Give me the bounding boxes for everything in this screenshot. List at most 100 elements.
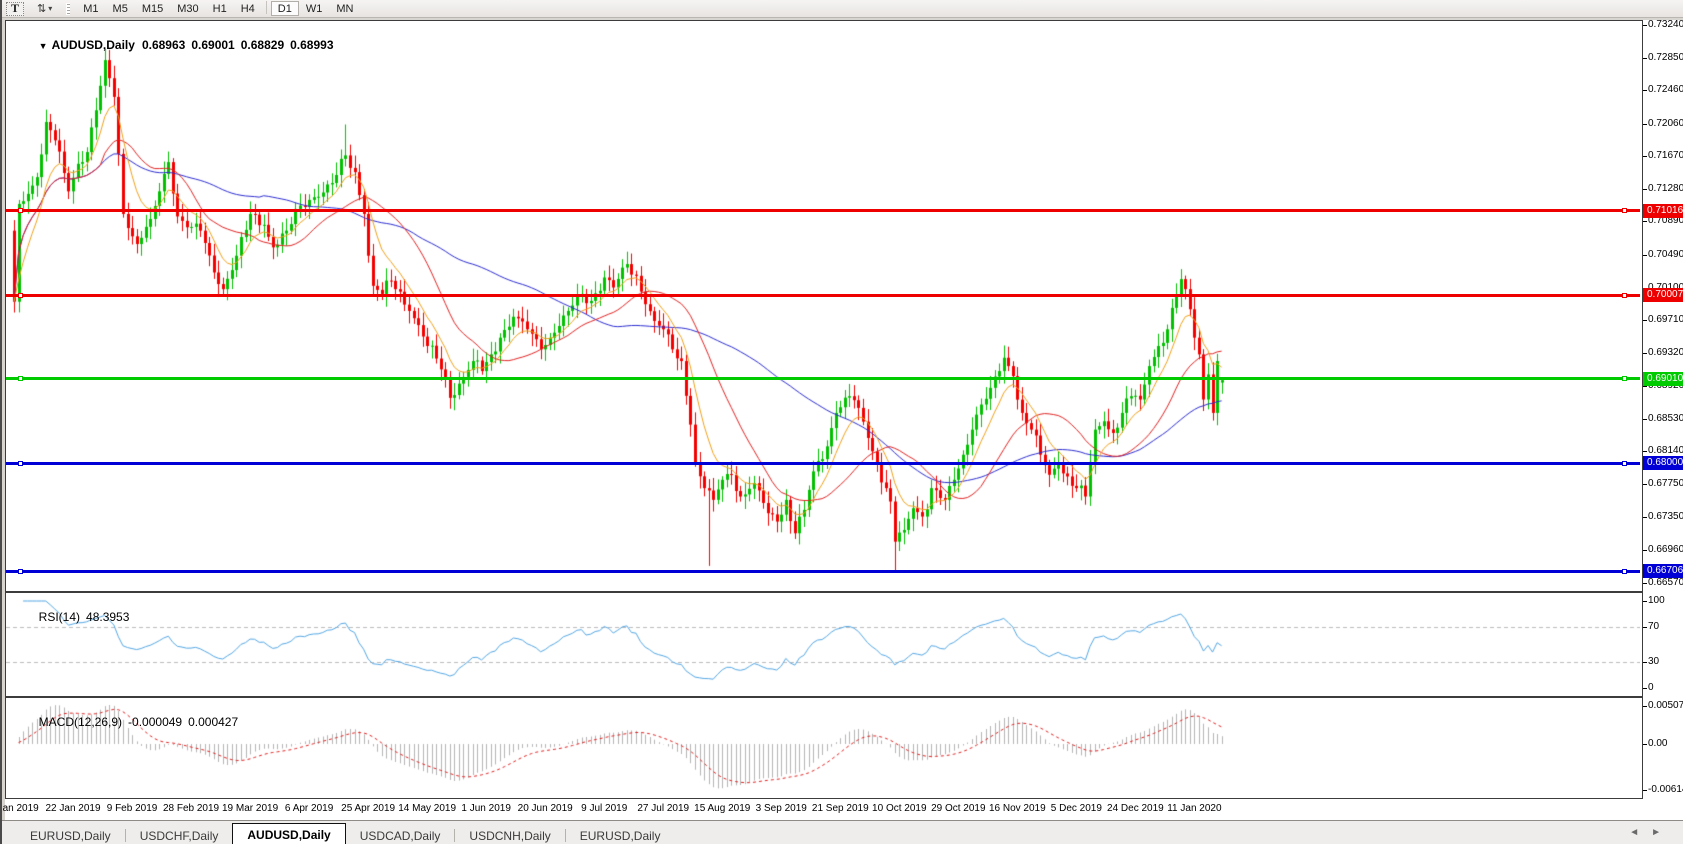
tab-scroll-left-icon[interactable]: ◄ <box>1629 827 1652 838</box>
hline-endpoint-marker[interactable] <box>1622 292 1627 298</box>
price-tick-label: 0.72060 <box>1648 117 1683 129</box>
timeframe-button-m1[interactable]: M1 <box>83 2 99 15</box>
rsi-tick-mark <box>1643 601 1647 602</box>
date-label: 9 Feb 2019 <box>106 803 158 814</box>
price-tick-label: 0.71280 <box>1648 182 1683 194</box>
high-value: 0.69001 <box>191 38 235 52</box>
symbol-period-label: AUDUSD,Daily <box>51 38 135 52</box>
hline-endpoint-marker[interactable] <box>18 568 23 574</box>
date-label: 1 Jun 2019 <box>461 803 511 814</box>
price-tick-label: 0.70490 <box>1648 248 1683 260</box>
price-badge-0.71016: 0.71016 <box>1643 203 1683 218</box>
price-pane[interactable]: ▼ AUDUSD,Daily 0.68963 0.69001 0.68829 0.6899… <box>5 20 1643 592</box>
tab-scroll-arrows: ◄► <box>1629 827 1673 838</box>
price-chart-canvas[interactable] <box>6 21 1640 589</box>
rsi-pane[interactable]: RSI(14) 48.3953 <box>5 592 1643 697</box>
low-value: 0.68829 <box>240 38 285 52</box>
timeframe-button-h4[interactable]: H4 <box>240 2 255 15</box>
date-label: 5 Dec 2019 <box>1050 803 1102 814</box>
price-tick-label: 0.69320 <box>1648 346 1683 358</box>
date-axis[interactable]: 3 Jan 2019 22 Jan 2019 9 Feb 2019 28 Feb 20… <box>2 800 1643 818</box>
macd-tick-mark <box>1643 706 1647 707</box>
hline-endpoint-marker[interactable] <box>18 460 23 466</box>
hline-endpoint-marker[interactable] <box>1622 376 1627 382</box>
rsi-tick-mark <box>1643 688 1647 689</box>
chart-tab-bar: EURUSD,Daily USDCHF,Daily AUDUSD,Daily USDC… <box>2 820 1683 844</box>
price-tick-label: 0.70890 <box>1648 215 1683 227</box>
chevron-down-icon: ▾ <box>48 4 52 13</box>
macd-pane[interactable]: MACD(12,26,9) -0.000049 0.000427 <box>5 697 1643 799</box>
macd-tick-label: -0.006148 <box>1648 784 1683 795</box>
chart-tab-4[interactable]: USDCNH,Daily <box>469 828 551 843</box>
price-tick-mark <box>1643 287 1647 289</box>
price-tick-mark <box>1643 188 1647 190</box>
price-hline-0.69010[interactable] <box>6 376 1640 382</box>
rsi-tick-label: 70 <box>1648 621 1660 633</box>
price-badge-0.66706: 0.66706 <box>1643 564 1683 579</box>
date-label: 9 Jul 2019 <box>581 803 628 814</box>
rsi-tick-mark <box>1643 627 1647 629</box>
timeframe-button-w1[interactable]: W1 <box>305 2 323 15</box>
date-label: 20 Jun 2019 <box>517 803 573 814</box>
macd-tick-mark <box>1643 743 1647 745</box>
price-tick-mark <box>1643 352 1647 354</box>
chart-tab-2[interactable]: AUDUSD,Daily <box>232 823 346 844</box>
date-label: 16 Nov 2019 <box>988 803 1046 814</box>
rsi-chart-canvas[interactable] <box>6 593 1640 694</box>
hline-endpoint-marker[interactable] <box>1622 568 1627 574</box>
close-value: 0.68993 <box>290 38 334 52</box>
macd-main-value: -0.000049 <box>128 715 183 729</box>
timeframe-button-d1[interactable]: D1 <box>270 1 299 16</box>
rsi-current-value: 48.3953 <box>86 610 130 624</box>
timeframe-button-h1[interactable]: H1 <box>212 2 227 15</box>
date-label: 3 Sep 2019 <box>755 803 807 814</box>
tabs-host: EURUSD,Daily USDCHF,Daily AUDUSD,Daily USDC… <box>16 823 674 844</box>
timeframe-button-mn[interactable]: MN <box>336 2 354 15</box>
price-hline-0.68000[interactable] <box>6 460 1640 466</box>
date-label: 14 May 2019 <box>398 803 457 814</box>
date-label: 19 Mar 2019 <box>222 803 279 814</box>
collapse-caret-icon[interactable]: ▼ <box>38 41 48 51</box>
price-tick-label: 0.68140 <box>1648 445 1683 457</box>
style-arrows-icon: ⇅ <box>37 3 46 15</box>
price-tick-mark <box>1643 156 1647 158</box>
price-tick-label: 0.68920 <box>1648 380 1683 392</box>
macd-tick-mark <box>1643 790 1647 791</box>
macd-signal-value: 0.000427 <box>188 715 239 729</box>
price-tick-mark <box>1643 483 1647 485</box>
price-axis[interactable]: 0.73240 0.72850 0.72460 0.72060 0.71670 0.712… <box>1643 19 1683 818</box>
date-label: 28 Feb 2019 <box>162 803 220 814</box>
chart-tab-0[interactable]: EURUSD,Daily <box>30 828 111 843</box>
price-tick-mark <box>1643 550 1647 551</box>
hline-endpoint-marker[interactable] <box>1622 460 1627 466</box>
hline-endpoint-marker[interactable] <box>1622 208 1627 214</box>
date-label: 11 Jan 2020 <box>1167 803 1222 814</box>
toolbar-grip-handle[interactable] <box>66 2 71 15</box>
rsi-tick-label: 0 <box>1648 682 1654 693</box>
date-label: 22 Jan 2019 <box>45 803 101 814</box>
price-tick-mark <box>1643 386 1647 388</box>
timeframe-button-m15[interactable]: M15 <box>141 2 164 15</box>
chart-tab-5[interactable]: EURUSD,Daily <box>579 828 661 843</box>
timeframe-button-m5[interactable]: M5 <box>112 2 128 15</box>
price-badge-0.68000: 0.68000 <box>1643 456 1683 471</box>
price-tick-mark <box>1643 90 1647 92</box>
chart-tab-1[interactable]: USDCHF,Daily <box>139 828 219 843</box>
hline-endpoint-marker[interactable] <box>18 376 23 382</box>
price-tick-mark <box>1643 123 1647 125</box>
price-hline-0.71016[interactable] <box>6 208 1640 214</box>
price-hline-0.66706[interactable] <box>6 568 1640 574</box>
style-tool-button[interactable]: ⇅ ▾ <box>30 1 58 16</box>
hline-endpoint-marker[interactable] <box>18 208 23 214</box>
tab-scroll-right-icon[interactable]: ► <box>1651 827 1673 838</box>
hline-endpoint-marker[interactable] <box>18 292 23 298</box>
price-tick-mark <box>1643 57 1647 59</box>
price-tick-label: 0.66960 <box>1648 544 1683 555</box>
macd-chart-canvas[interactable] <box>6 698 1640 796</box>
price-tick-label: 0.69710 <box>1648 314 1683 326</box>
text-tool-button[interactable]: T <box>6 1 25 16</box>
price-hline-0.70007[interactable] <box>6 292 1640 298</box>
chart-tab-3[interactable]: USDCAD,Daily <box>359 828 441 843</box>
timeframe-button-m30[interactable]: M30 <box>177 2 199 15</box>
